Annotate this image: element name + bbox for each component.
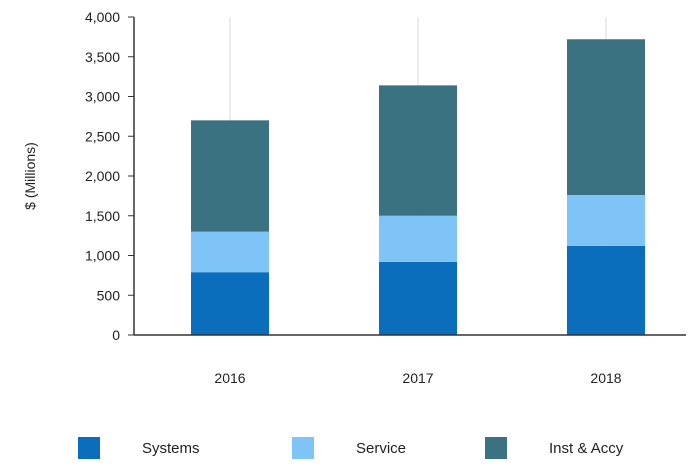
bar-2016-systems	[191, 272, 269, 335]
bar-2018-inst-accy	[567, 39, 645, 196]
bar-2017-inst-accy	[379, 85, 457, 216]
y-tick-label-2000: 2,000	[85, 168, 120, 184]
y-tick-label-4000: 4,000	[85, 9, 120, 25]
legend: Systems Service Inst & Accy	[78, 437, 624, 459]
bar-2018-systems	[567, 245, 645, 335]
y-tick-labels: 0 500 1,000 1,500 2,000 2,500 3,000 3,500 4,000	[85, 9, 120, 343]
bar-2016-service	[191, 231, 269, 273]
y-tick-label-3000: 3,000	[85, 89, 120, 105]
bar-2018-service	[567, 195, 645, 246]
legend-label-systems: Systems	[142, 440, 200, 457]
y-axis-title: $ (Millions)	[22, 142, 38, 210]
bar-2017-service	[379, 215, 457, 262]
legend-label-inst-accy: Inst & Accy	[549, 440, 624, 457]
x-tick-label-2016: 2016	[214, 370, 245, 386]
legend-swatch-service	[292, 437, 314, 459]
y-tick-label-500: 500	[97, 287, 121, 303]
legend-swatch-inst-accy	[485, 437, 507, 459]
legend-label-service: Service	[356, 440, 406, 457]
y-tick-label-1500: 1,500	[85, 208, 120, 224]
x-tick-label-2018: 2018	[590, 370, 621, 386]
bar-2016-inst-accy	[191, 120, 269, 232]
axes	[128, 16, 686, 336]
x-tick-labels: 2016 2017 2018	[214, 370, 621, 386]
y-tick-label-0: 0	[112, 327, 120, 343]
y-tick-label-3500: 3,500	[85, 49, 120, 65]
x-tick-label-2017: 2017	[402, 370, 433, 386]
bars	[191, 39, 645, 335]
bar-2017-systems	[379, 261, 457, 335]
y-tick-label-1000: 1,000	[85, 248, 120, 264]
y-tick-label-2500: 2,500	[85, 128, 120, 144]
legend-swatch-systems	[78, 437, 100, 459]
